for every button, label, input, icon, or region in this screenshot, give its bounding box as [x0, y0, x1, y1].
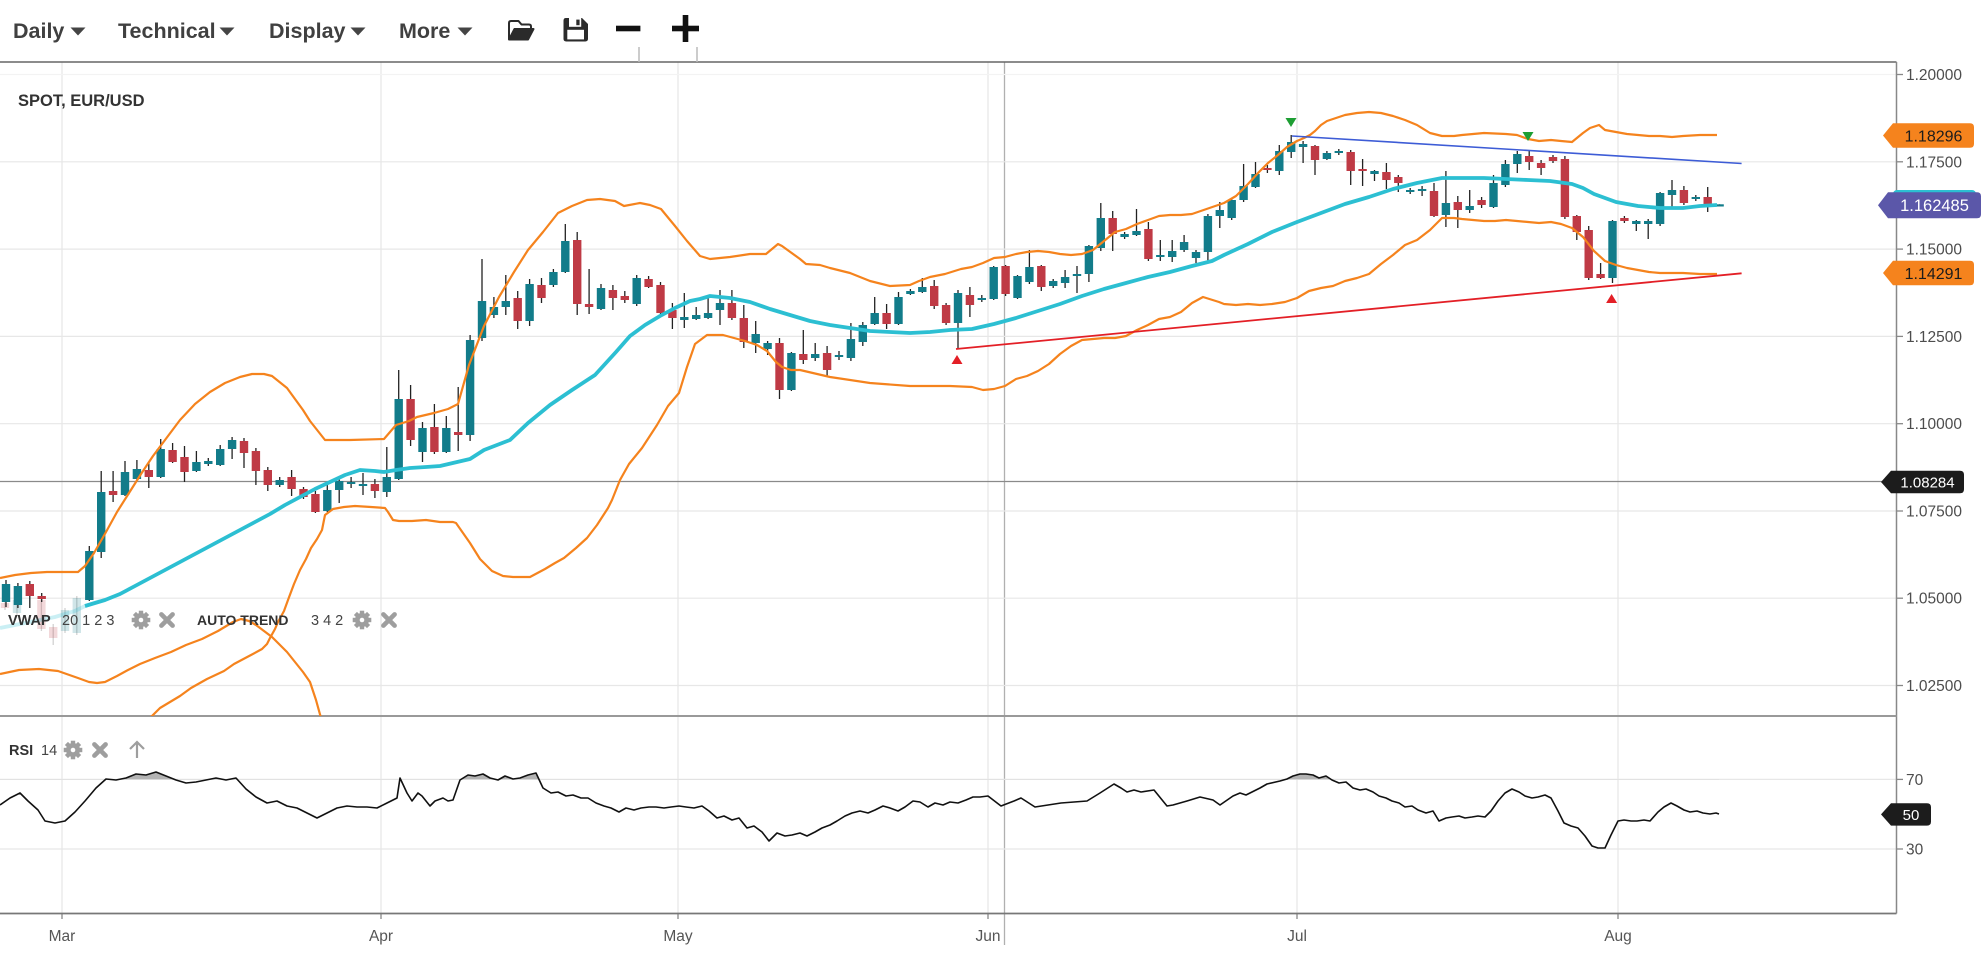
svg-text:Daily: Daily [13, 19, 64, 43]
svg-text:Display: Display [269, 19, 346, 43]
svg-text:1.18296: 1.18296 [1905, 128, 1963, 145]
svg-text:1.162485: 1.162485 [1900, 197, 1969, 215]
svg-text:RSI: RSI [9, 743, 33, 759]
svg-text:50: 50 [1903, 807, 1920, 824]
svg-text:1.08284: 1.08284 [1900, 474, 1954, 491]
svg-text:AUTO TREND: AUTO TREND [197, 612, 289, 628]
svg-text:Mar: Mar [49, 928, 76, 945]
svg-text:Apr: Apr [369, 928, 393, 945]
svg-text:30: 30 [1906, 842, 1924, 859]
svg-text:More: More [399, 19, 450, 43]
svg-text:1.20000: 1.20000 [1906, 67, 1962, 84]
svg-text:70: 70 [1906, 772, 1924, 789]
svg-text:May: May [663, 928, 693, 945]
svg-text:14: 14 [41, 743, 57, 759]
svg-text:1.05000: 1.05000 [1906, 591, 1962, 608]
svg-text:1.07500: 1.07500 [1906, 504, 1962, 521]
svg-text:Jun: Jun [976, 928, 1001, 945]
svg-text:Aug: Aug [1604, 928, 1632, 945]
svg-text:1.02500: 1.02500 [1906, 678, 1962, 695]
svg-text:Jul: Jul [1287, 928, 1307, 945]
svg-text:1.17500: 1.17500 [1906, 154, 1962, 171]
svg-text:3 4 2: 3 4 2 [311, 613, 343, 629]
svg-text:20 1 2 3: 20 1 2 3 [62, 613, 114, 629]
svg-text:1.10000: 1.10000 [1906, 416, 1962, 433]
svg-text:1.15000: 1.15000 [1906, 242, 1962, 259]
svg-text:Technical: Technical [118, 19, 216, 43]
svg-text:1.12500: 1.12500 [1906, 329, 1962, 346]
svg-text:SPOT, EUR/USD: SPOT, EUR/USD [18, 92, 145, 110]
svg-text:1.14291: 1.14291 [1905, 266, 1963, 283]
svg-text:VWAP: VWAP [8, 613, 51, 629]
